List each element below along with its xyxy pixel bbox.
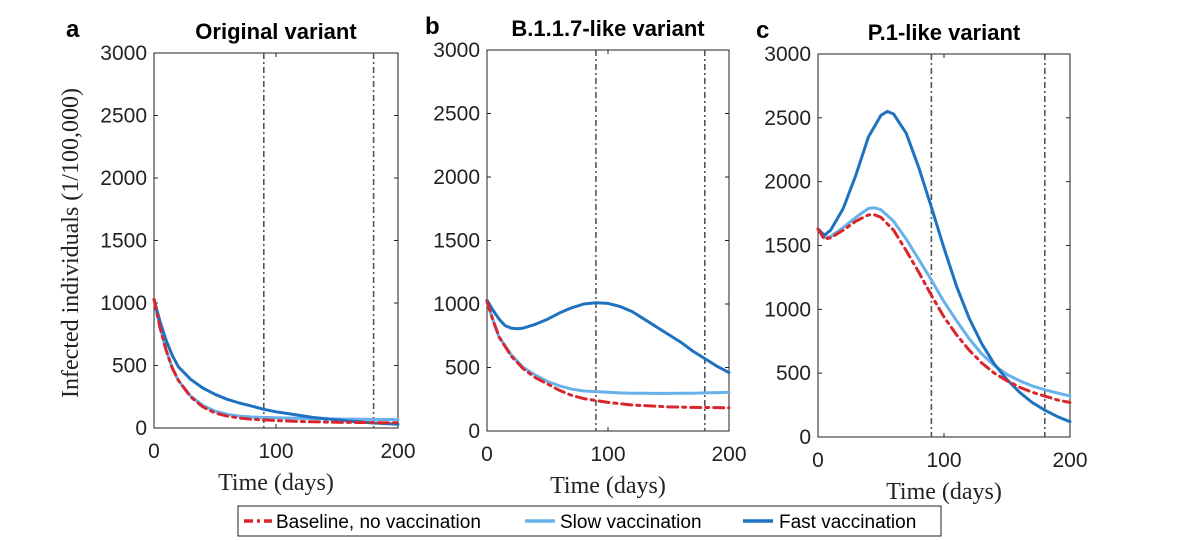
series-line-fast [816,109,1072,424]
y-tick-label: 1500 [100,230,147,253]
legend-label-slow: Slow vaccination [560,512,702,533]
plot-frame [486,49,730,432]
panel-title: Original variant [195,19,357,44]
series-line-slow [816,206,1072,398]
y-axis-label: Infected individuals (1/100,000) [58,88,84,398]
y-tick-label: 2500 [433,103,480,126]
series-line-fast [152,297,400,426]
y-tick-label: 0 [468,420,480,443]
plot-frame [153,52,399,429]
series-line-slow [152,297,400,421]
panel-c: 0 500 1000 1500 2000 2500 3000 0 100 200 P.1-like … [756,17,1088,505]
panel-b: 0 500 1000 1500 2000 2500 3000 0 100 200 B.1.1.7-l… [425,13,747,499]
panel-letter: c [756,17,769,44]
y-tick-label: 500 [776,362,811,385]
series-line-fast [485,298,731,375]
y-tick-label: 3000 [100,42,147,65]
x-tick-label: 200 [711,443,746,466]
legend-box [237,505,942,537]
panel-letter: a [66,16,80,43]
legend-label-baseline: Baseline, no vaccination [276,512,481,533]
y-tick-label: 2500 [100,105,147,128]
series-line-baseline [485,300,731,410]
y-tick-label: 500 [445,357,480,380]
panel-title: P.1-like variant [868,20,1021,45]
x-tick-label: 100 [258,440,293,463]
x-axis-label: Time (days) [550,473,666,499]
y-tick-label: 1500 [764,235,811,258]
y-tick-label: 1000 [100,292,147,315]
x-tick-label: 0 [812,449,824,472]
y-tick-label: 1000 [433,293,480,316]
series-line-slow [485,300,731,395]
y-tick-label: 2000 [764,171,811,194]
x-tick-label: 200 [1052,449,1087,472]
y-tick-label: 0 [799,426,811,449]
y-tick-label: 2000 [433,166,480,189]
panel-title: B.1.1.7-like variant [511,16,705,41]
legend-label-fast: Fast vaccination [779,512,916,533]
y-tick-label: 3000 [764,43,811,66]
y-tick-label: 0 [135,417,147,440]
panel-letter: b [425,13,440,40]
y-tick-label: 2000 [100,167,147,190]
x-tick-label: 0 [481,443,493,466]
x-tick-label: 0 [148,440,160,463]
series-line-baseline [816,213,1072,404]
y-tick-label: 2500 [764,107,811,130]
y-tick-label: 3000 [433,39,480,62]
y-tick-label: 1000 [764,298,811,321]
legend: Baseline, no vaccination Slow vaccinatio… [237,505,942,537]
x-tick-label: 200 [380,440,415,463]
series-line-baseline [152,297,400,425]
x-tick-label: 100 [926,449,961,472]
x-axis-label: Time (days) [218,470,334,496]
y-tick-label: 500 [112,355,147,378]
x-tick-label: 100 [590,443,625,466]
x-axis-label: Time (days) [886,479,1002,505]
panel-a: 0 500 1000 1500 2000 2500 3000 0 100 200 Original … [66,16,416,496]
y-tick-label: 1500 [433,230,480,253]
